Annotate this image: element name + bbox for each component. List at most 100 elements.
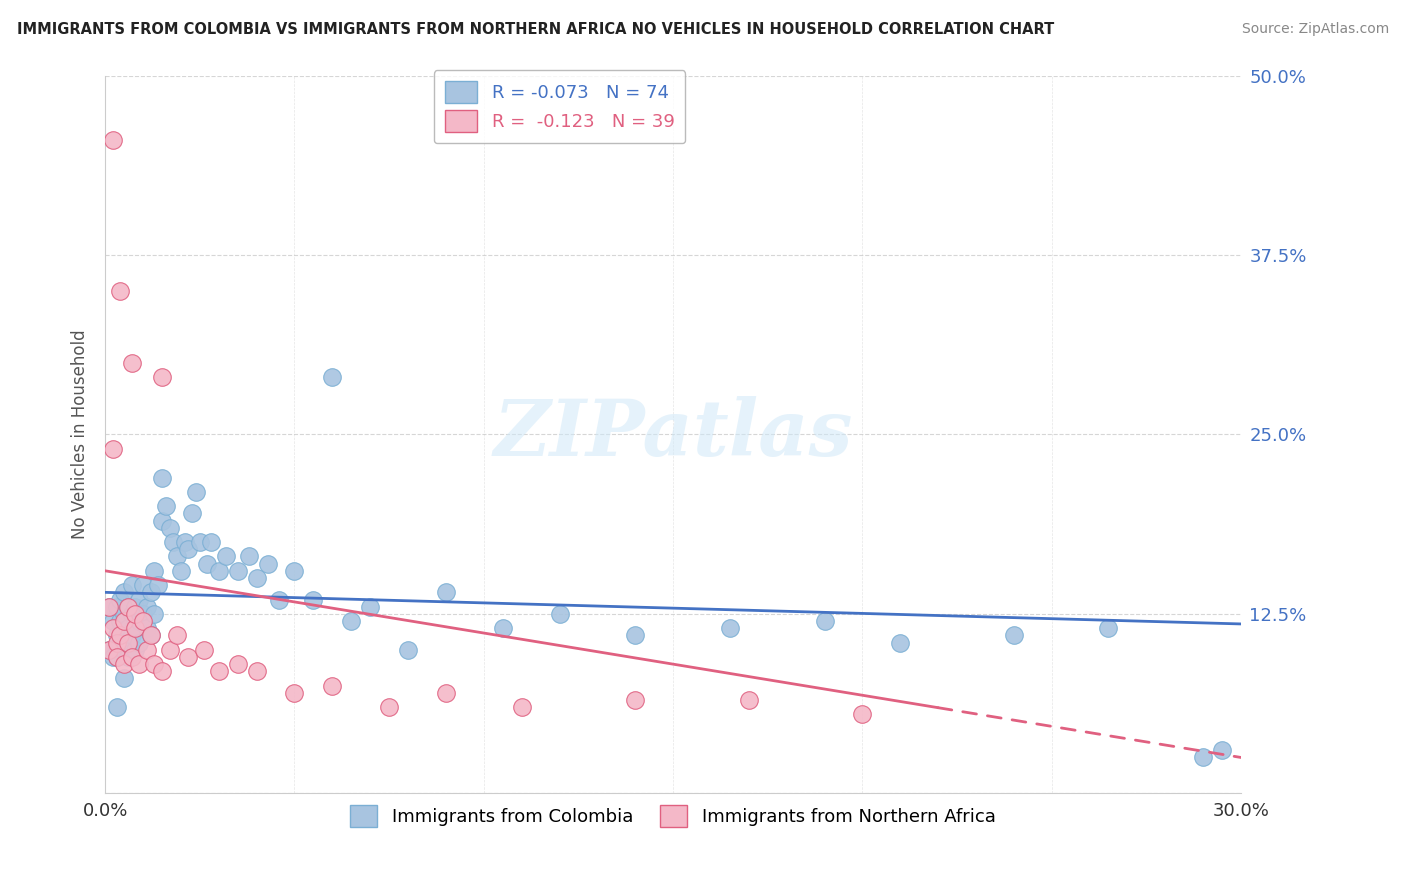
Point	[396, 642, 419, 657]
Point	[718, 621, 741, 635]
Point	[813, 614, 835, 628]
Point	[124, 621, 146, 635]
Point	[112, 657, 135, 672]
Point	[117, 635, 139, 649]
Legend: Immigrants from Colombia, Immigrants from Northern Africa: Immigrants from Colombia, Immigrants fro…	[343, 798, 1002, 835]
Point	[135, 599, 157, 614]
Point	[139, 628, 162, 642]
Point	[124, 599, 146, 614]
Point	[150, 470, 173, 484]
Point	[548, 607, 571, 621]
Point	[112, 614, 135, 628]
Point	[302, 592, 325, 607]
Point	[128, 592, 150, 607]
Point	[159, 521, 181, 535]
Point	[121, 628, 143, 642]
Point	[117, 621, 139, 635]
Point	[193, 642, 215, 657]
Point	[434, 585, 457, 599]
Point	[124, 642, 146, 657]
Point	[492, 621, 515, 635]
Point	[101, 442, 124, 456]
Point	[121, 578, 143, 592]
Point	[139, 628, 162, 642]
Point	[215, 549, 238, 564]
Point	[121, 650, 143, 665]
Point	[181, 507, 204, 521]
Point	[246, 665, 269, 679]
Point	[128, 614, 150, 628]
Point	[110, 614, 132, 628]
Point	[132, 614, 155, 628]
Point	[143, 657, 166, 672]
Point	[105, 650, 128, 665]
Point	[624, 693, 647, 707]
Point	[166, 549, 188, 564]
Point	[128, 657, 150, 672]
Point	[1192, 750, 1215, 764]
Point	[283, 564, 305, 578]
Point	[208, 665, 231, 679]
Point	[208, 564, 231, 578]
Point	[283, 686, 305, 700]
Point	[177, 650, 200, 665]
Point	[200, 535, 222, 549]
Point	[139, 585, 162, 599]
Point	[150, 370, 173, 384]
Point	[124, 621, 146, 635]
Point	[98, 642, 121, 657]
Point	[110, 635, 132, 649]
Point	[1097, 621, 1119, 635]
Point	[135, 642, 157, 657]
Point	[128, 635, 150, 649]
Point	[188, 535, 211, 549]
Point	[624, 628, 647, 642]
Point	[124, 607, 146, 621]
Point	[98, 599, 121, 614]
Point	[257, 557, 280, 571]
Point	[121, 356, 143, 370]
Point	[738, 693, 761, 707]
Point	[889, 635, 911, 649]
Point	[101, 614, 124, 628]
Point	[173, 535, 195, 549]
Point	[155, 500, 177, 514]
Point	[321, 370, 343, 384]
Point	[184, 484, 207, 499]
Point	[121, 607, 143, 621]
Point	[101, 650, 124, 665]
Point	[135, 621, 157, 635]
Point	[132, 578, 155, 592]
Point	[110, 628, 132, 642]
Point	[110, 592, 132, 607]
Text: ZIPatlas: ZIPatlas	[494, 396, 853, 473]
Point	[269, 592, 291, 607]
Point	[98, 599, 121, 614]
Point	[110, 284, 132, 298]
Point	[166, 628, 188, 642]
Text: IMMIGRANTS FROM COLOMBIA VS IMMIGRANTS FROM NORTHERN AFRICA NO VEHICLES IN HOUSE: IMMIGRANTS FROM COLOMBIA VS IMMIGRANTS F…	[17, 22, 1054, 37]
Point	[340, 614, 363, 628]
Point	[162, 535, 184, 549]
Point	[101, 133, 124, 147]
Point	[112, 672, 135, 686]
Point	[117, 599, 139, 614]
Point	[143, 564, 166, 578]
Point	[434, 686, 457, 700]
Point	[150, 514, 173, 528]
Point	[1002, 628, 1025, 642]
Point	[159, 642, 181, 657]
Point	[510, 700, 533, 714]
Point	[378, 700, 401, 714]
Point	[359, 599, 381, 614]
Point	[226, 564, 249, 578]
Point	[101, 621, 124, 635]
Y-axis label: No Vehicles in Household: No Vehicles in Household	[72, 330, 89, 540]
Point	[143, 607, 166, 621]
Point	[105, 700, 128, 714]
Point	[105, 628, 128, 642]
Text: Source: ZipAtlas.com: Source: ZipAtlas.com	[1241, 22, 1389, 37]
Point	[117, 599, 139, 614]
Point	[170, 564, 193, 578]
Point	[148, 578, 170, 592]
